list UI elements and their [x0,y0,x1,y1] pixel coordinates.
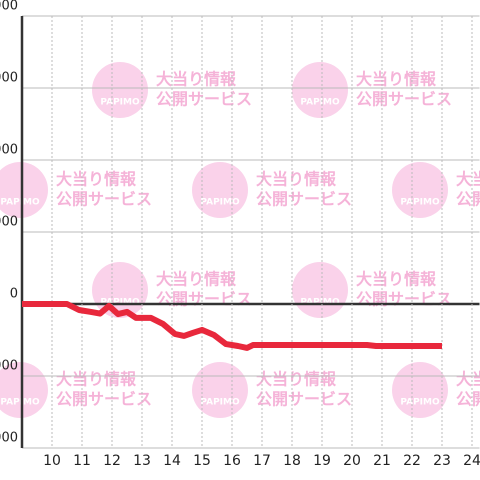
watermark-text: 大当り情報 [456,170,480,189]
x-tick-label: 12 [103,453,121,469]
x-tick-label: 23 [433,453,451,469]
watermark-logo: PAPIMO [100,98,140,108]
watermark-text: 公開サービス [256,190,352,209]
watermark-logo-circle [292,262,348,318]
x-tick-label: 24 [463,453,480,469]
watermark-text: 大当り情報 [256,170,337,189]
x-tick-label: 11 [73,453,91,469]
watermark-logo: PAPIMO [400,198,440,208]
watermark-text: 大当り情報 [356,70,437,89]
y-tick-label: 9,000 [0,71,18,86]
watermark-text: 公開サービス [356,90,452,109]
x-tick-label: 10 [43,453,61,469]
watermark-text: 大当り情報 [56,170,137,189]
line [22,301,442,351]
watermark-text: 公開サービス [456,390,480,409]
x-tick-label: 22 [403,453,421,469]
watermark-text: 大当り情報 [56,370,137,389]
watermark-text: 公開サービス [356,290,452,309]
watermark-logo-circle [392,362,448,418]
watermark-text: 公開サービス [156,90,252,109]
y-tick-label: 12,000 [0,0,18,14]
watermark-text: 公開サービス [256,390,352,409]
x-tick-label: 13 [133,453,151,469]
y-tick-label: 6,000 [0,143,18,158]
x-tick-label: 17 [253,453,271,469]
x-tick-label: 19 [313,453,331,469]
watermark-text: 公開サービス [456,190,480,209]
watermark-logo-circle [192,162,248,218]
watermark-logo-circle [0,162,48,218]
watermark-logo: PAPIMO [300,298,340,308]
y-tick-label: -6,000 [0,431,18,446]
x-tick-label: 20 [343,453,361,469]
x-tick-label: 16 [223,453,241,469]
x-tick-label: 14 [163,453,181,469]
y-tick-label: 0 [10,287,18,302]
grid [22,15,480,449]
x-tick-label: 18 [283,453,301,469]
watermark-logo: PAPIMO [300,98,340,108]
watermark-text: 大当り情報 [356,270,437,289]
watermark-logo: PAPIMO [0,198,40,208]
x-tick-label: 15 [193,453,211,469]
x-tick-label: 21 [373,453,391,469]
watermark-text: 大当り情報 [456,370,480,389]
watermark-text: 公開サービス [56,390,152,409]
watermark-logo: PAPIMO [200,398,240,408]
y-tick-label: -3,000 [0,359,18,374]
watermark-logo-circle [392,162,448,218]
y-tick-label: 3,000 [0,215,18,230]
watermark-text: 大当り情報 [156,270,237,289]
watermark-logo: PAPIMO [200,198,240,208]
watermark-logo: PAPIMO [400,398,440,408]
watermark-logo-circle [92,62,148,118]
watermark-logo-circle [192,362,248,418]
watermark-text: 公開サービス [156,290,252,309]
watermark-text: 大当り情報 [256,370,337,389]
watermark-text: 大当り情報 [156,70,237,89]
watermark-logo-circle [292,62,348,118]
watermark-logo: PAPIMO [0,398,40,408]
watermark-logo: PAPIMO [100,298,140,308]
watermark-text: 公開サービス [56,190,152,209]
